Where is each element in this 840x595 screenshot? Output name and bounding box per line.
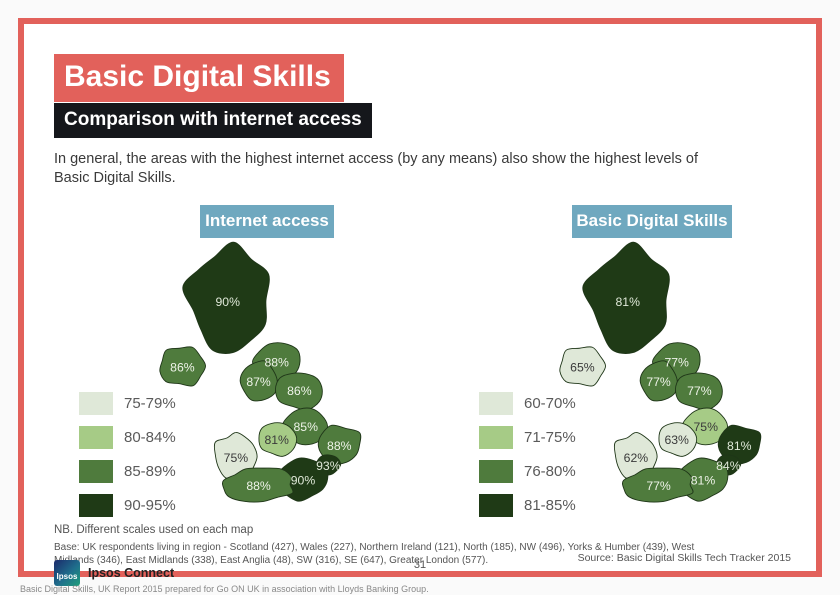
svg-text:86%: 86% [170, 360, 195, 374]
svg-text:81%: 81% [691, 474, 716, 488]
svg-text:88%: 88% [246, 479, 271, 493]
svg-text:88%: 88% [327, 439, 352, 453]
svg-text:63%: 63% [664, 433, 689, 447]
svg-text:93%: 93% [316, 459, 341, 473]
svg-text:62%: 62% [624, 451, 649, 465]
svg-text:87%: 87% [246, 375, 271, 389]
svg-text:84%: 84% [716, 459, 741, 473]
svg-text:75%: 75% [224, 451, 249, 465]
svg-text:77%: 77% [646, 375, 671, 389]
svg-text:88%: 88% [264, 356, 289, 370]
svg-text:65%: 65% [570, 360, 595, 374]
svg-text:81%: 81% [264, 433, 289, 447]
svg-text:Ipsos: Ipsos [57, 572, 78, 581]
svg-text:77%: 77% [646, 479, 671, 493]
svg-text:81%: 81% [615, 295, 640, 309]
svg-text:90%: 90% [291, 474, 316, 488]
svg-text:90%: 90% [215, 295, 240, 309]
svg-text:75%: 75% [693, 420, 718, 434]
svg-text:77%: 77% [664, 356, 689, 370]
svg-text:77%: 77% [687, 384, 712, 398]
svg-text:85%: 85% [293, 420, 318, 434]
svg-text:86%: 86% [287, 384, 312, 398]
svg-text:81%: 81% [727, 439, 752, 453]
